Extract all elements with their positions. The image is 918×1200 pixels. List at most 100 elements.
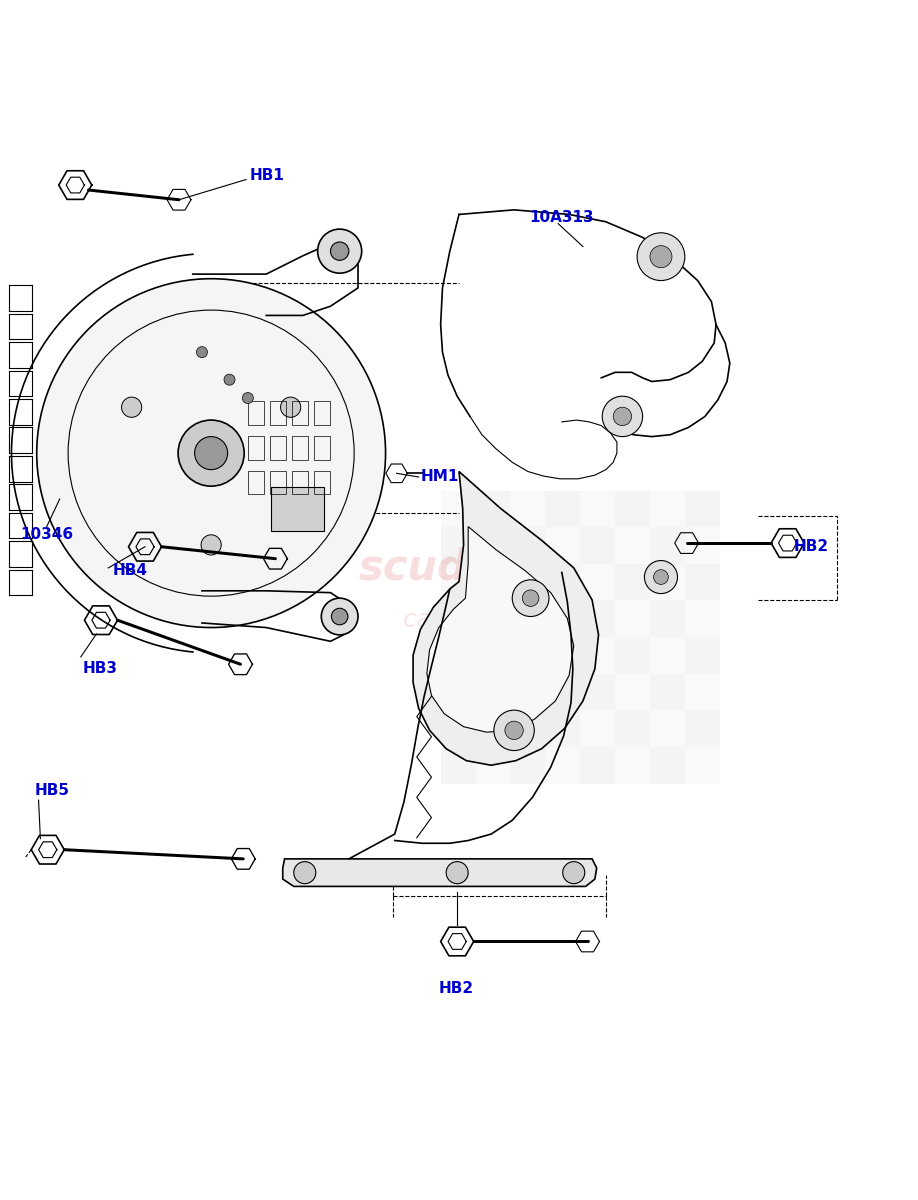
Bar <box>292 436 308 460</box>
Bar <box>685 491 720 527</box>
Bar <box>615 600 650 637</box>
Bar <box>476 527 510 564</box>
Bar <box>615 491 650 527</box>
Bar <box>685 600 720 637</box>
Bar <box>580 673 615 710</box>
Bar <box>476 491 510 527</box>
Bar <box>685 746 720 784</box>
Bar <box>314 470 330 494</box>
Bar <box>292 470 308 494</box>
Circle shape <box>494 710 534 750</box>
Circle shape <box>37 278 386 628</box>
Text: HB1: HB1 <box>250 168 285 184</box>
Circle shape <box>281 397 301 418</box>
Bar <box>441 564 476 600</box>
Bar <box>510 673 545 710</box>
Bar <box>441 746 476 784</box>
Circle shape <box>121 397 141 418</box>
Bar <box>248 436 264 460</box>
Bar <box>650 527 685 564</box>
Bar <box>580 637 615 673</box>
Circle shape <box>331 608 348 625</box>
Bar <box>510 637 545 673</box>
Bar <box>650 637 685 673</box>
Bar <box>441 527 476 564</box>
Circle shape <box>294 862 316 883</box>
Bar <box>545 600 580 637</box>
Text: HM1: HM1 <box>420 469 459 484</box>
Bar <box>510 600 545 637</box>
Circle shape <box>330 242 349 260</box>
Bar <box>271 487 324 532</box>
Bar <box>580 491 615 527</box>
Circle shape <box>522 590 539 606</box>
Polygon shape <box>413 472 599 766</box>
Circle shape <box>195 437 228 469</box>
Bar <box>248 470 264 494</box>
Circle shape <box>224 374 235 385</box>
Bar <box>650 600 685 637</box>
Bar <box>545 673 580 710</box>
Text: 10346: 10346 <box>20 528 73 542</box>
Bar <box>476 673 510 710</box>
Circle shape <box>602 396 643 437</box>
Circle shape <box>505 721 523 739</box>
Text: 10A313: 10A313 <box>530 210 594 224</box>
Bar <box>510 491 545 527</box>
Bar <box>650 746 685 784</box>
Bar <box>685 710 720 746</box>
Text: scuderia: scuderia <box>359 547 559 589</box>
Bar <box>510 710 545 746</box>
Circle shape <box>512 580 549 617</box>
Bar <box>270 470 286 494</box>
Text: HB4: HB4 <box>113 563 148 578</box>
Text: HB2: HB2 <box>794 539 829 554</box>
Circle shape <box>644 560 677 594</box>
Bar <box>476 746 510 784</box>
Bar <box>510 564 545 600</box>
Text: HB3: HB3 <box>83 661 118 677</box>
Bar <box>650 710 685 746</box>
Bar <box>580 746 615 784</box>
Bar <box>580 710 615 746</box>
Bar <box>650 564 685 600</box>
Bar <box>650 491 685 527</box>
Bar <box>441 491 476 527</box>
Bar <box>615 637 650 673</box>
Bar <box>545 637 580 673</box>
Bar <box>510 527 545 564</box>
Circle shape <box>318 229 362 274</box>
Bar <box>615 527 650 564</box>
Bar <box>615 710 650 746</box>
Bar <box>580 600 615 637</box>
Bar <box>476 564 510 600</box>
Circle shape <box>321 598 358 635</box>
Circle shape <box>446 862 468 883</box>
Circle shape <box>178 420 244 486</box>
Text: HB2: HB2 <box>439 980 474 996</box>
Circle shape <box>201 535 221 556</box>
Bar <box>615 564 650 600</box>
Text: car parts: car parts <box>403 608 515 632</box>
Bar <box>580 564 615 600</box>
Bar <box>292 401 308 425</box>
Bar <box>685 564 720 600</box>
Bar <box>650 673 685 710</box>
Bar <box>248 401 264 425</box>
Bar <box>270 436 286 460</box>
Bar <box>476 710 510 746</box>
Bar <box>615 673 650 710</box>
Polygon shape <box>283 859 597 887</box>
Bar <box>685 673 720 710</box>
Bar <box>441 673 476 710</box>
Bar <box>615 746 650 784</box>
Circle shape <box>654 570 668 584</box>
Circle shape <box>563 862 585 883</box>
Bar <box>510 746 545 784</box>
Polygon shape <box>427 527 574 732</box>
Circle shape <box>242 392 253 403</box>
Bar <box>545 491 580 527</box>
Bar <box>545 710 580 746</box>
Bar <box>685 637 720 673</box>
Bar <box>476 637 510 673</box>
